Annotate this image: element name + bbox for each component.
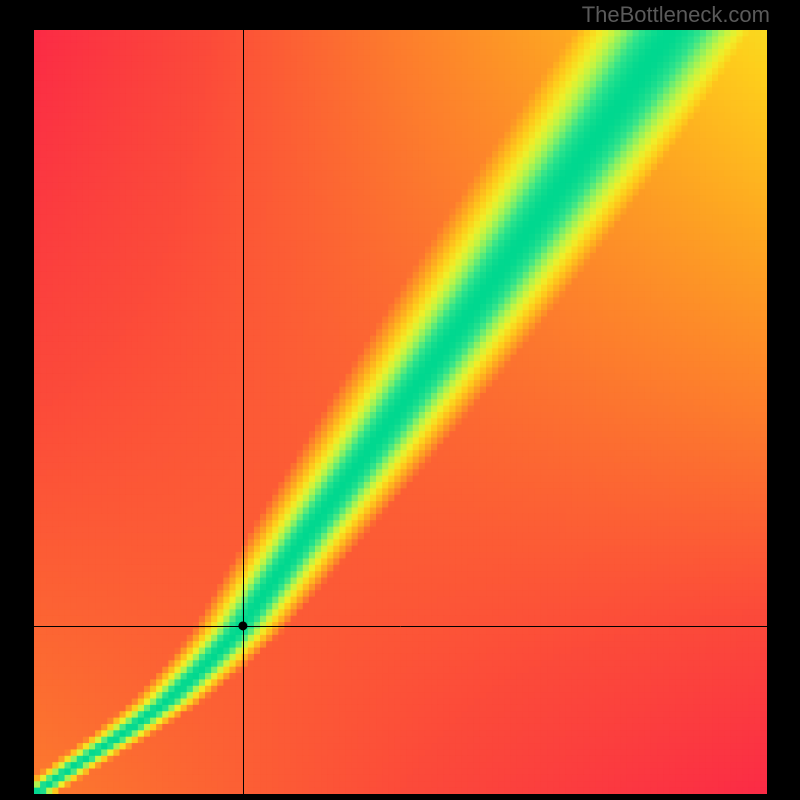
watermark-text: TheBottleneck.com [582,2,770,28]
bottleneck-heatmap [34,30,767,794]
